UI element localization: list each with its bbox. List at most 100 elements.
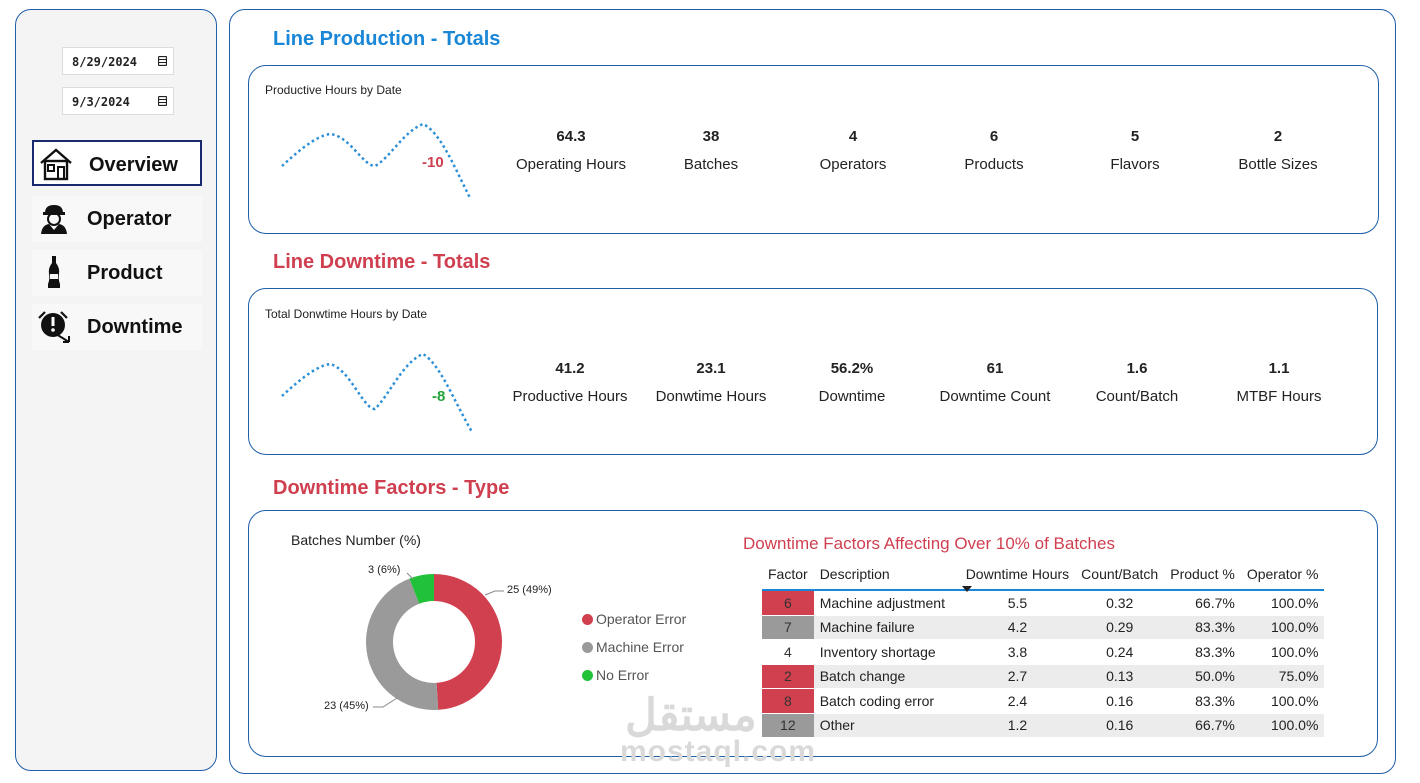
kpi-value: 5 xyxy=(1130,128,1140,145)
donut-slice-machine-error[interactable] xyxy=(365,578,439,710)
factors-card: Batches Number (%) 25 (49%) 23 (45%) 3 (… xyxy=(248,510,1378,757)
production-card: Productive Hours by Date -10 64.3 Operat… xyxy=(248,65,1379,234)
cell-factor: 12 xyxy=(762,713,814,738)
bottle-icon xyxy=(48,256,60,288)
legend-dot xyxy=(582,642,593,653)
kpi-value: 61 xyxy=(986,360,1004,377)
cell-factor: 4 xyxy=(762,639,814,664)
col-product-percent[interactable]: Product % xyxy=(1170,566,1235,582)
cell-product: 66.7% xyxy=(1195,594,1235,611)
main-panel: Line Production - Totals Productive Hour… xyxy=(229,9,1396,774)
kpi-flavors: 5 Flavors xyxy=(1060,128,1210,173)
cell-description: Machine adjustment xyxy=(819,594,945,611)
col-downtime-hours-label: Downtime Hours xyxy=(965,566,1070,582)
cell-count: 0.16 xyxy=(1106,692,1134,709)
col-factor[interactable]: Factor xyxy=(768,566,808,582)
kpi-value: 1.6 xyxy=(1126,360,1148,377)
kpi-downtime-count: 61 Downtime Count xyxy=(920,360,1070,405)
factors-table-title: Downtime Factors Affecting Over 10% of B… xyxy=(743,534,1115,553)
cell-factor: 6 xyxy=(762,590,814,615)
legend-label: Machine Error xyxy=(596,639,684,655)
batches-donut-chart[interactable] xyxy=(359,567,509,717)
kpi-value: 6 xyxy=(989,128,999,145)
table-row[interactable]: 7 Machine failure 4.2 0.29 83.3% 100.0% xyxy=(762,615,1325,640)
cell-description: Batch change xyxy=(813,664,960,689)
legend-operator-error[interactable]: Operator Error xyxy=(582,611,686,627)
kpi-value: 23.1 xyxy=(696,360,726,377)
nav-product-label: Product xyxy=(87,262,163,284)
kpi-operating-hours: 64.3 Operating Hours xyxy=(496,128,646,173)
calendar-icon[interactable] xyxy=(158,56,167,66)
kpi-products: 6 Products xyxy=(919,128,1069,173)
kpi-label: Batches xyxy=(683,156,739,173)
table-row[interactable]: 4 Inventory shortage 3.8 0.24 83.3% 100.… xyxy=(762,639,1325,664)
donut-label-noerror: 3 (6%) xyxy=(368,564,401,576)
donut-slice-no-error[interactable] xyxy=(409,574,434,604)
cell-operator: 75.0% xyxy=(1240,664,1325,689)
col-count-batch[interactable]: Count/Batch xyxy=(1081,566,1159,582)
downtime-card: Total Donwtime Hours by Date -8 41.2 Pro… xyxy=(248,288,1378,455)
kpi-label: Downtime xyxy=(818,388,886,405)
start-date-picker[interactable]: 8/29/2024 xyxy=(62,47,174,75)
nav-operator[interactable]: Operator xyxy=(32,196,202,242)
legend-label: Operator Error xyxy=(596,611,687,627)
downtime-sparkline[interactable] xyxy=(275,344,475,434)
cell-hours: 5.5 xyxy=(1007,594,1028,611)
cell-factor: 8 xyxy=(762,688,814,713)
cell-product: 50.0% xyxy=(1164,664,1241,689)
donut-slice-operator-error[interactable] xyxy=(434,574,503,710)
col-downtime-hours[interactable]: Downtime Hours xyxy=(960,559,1075,592)
table-row[interactable]: 2 Batch change 2.7 0.13 50.0% 75.0% xyxy=(762,664,1325,689)
table-row[interactable]: 8 Batch coding error 2.4 0.16 83.3% 100.… xyxy=(762,688,1325,713)
cell-hours: 2.7 xyxy=(959,664,1076,689)
nav-overview-label: Overview xyxy=(89,154,178,176)
kpi-label: Products xyxy=(964,156,1024,173)
table-row[interactable]: 6 Machine adjustment 5.5 0.32 66.7% 100.… xyxy=(762,590,1325,615)
cell-product: 66.7% xyxy=(1164,713,1241,738)
cell-description: Inventory shortage xyxy=(819,643,936,660)
downtime-clock-icon xyxy=(38,311,70,343)
kpi-operators: 4 Operators xyxy=(778,128,928,173)
kpi-label: Count/Batch xyxy=(1095,388,1179,405)
kpi-value: 56.2% xyxy=(830,360,874,377)
calendar-icon[interactable] xyxy=(158,96,167,106)
cell-description: Batch coding error xyxy=(819,692,935,709)
nav-downtime[interactable]: Downtime xyxy=(32,304,202,350)
legend-dot xyxy=(582,670,593,681)
col-operator-percent[interactable]: Operator % xyxy=(1246,566,1319,582)
cell-operator: 100.0% xyxy=(1240,615,1325,640)
legend-no-error[interactable]: No Error xyxy=(582,667,649,683)
donut-label-operator: 25 (49%) xyxy=(507,584,552,596)
kpi-downtime-percent: 56.2% Downtime xyxy=(777,360,927,405)
cell-description: Other xyxy=(813,713,960,738)
downtime-section-title: Line Downtime - Totals xyxy=(273,251,491,273)
col-description[interactable]: Description xyxy=(819,566,890,582)
cell-count: 0.29 xyxy=(1075,615,1165,640)
kpi-value: 1.1 xyxy=(1268,360,1290,377)
legend-machine-error[interactable]: Machine Error xyxy=(582,639,684,655)
cell-operator: 100.0% xyxy=(1270,594,1319,611)
kpi-label: Downtime Count xyxy=(939,388,1051,405)
cell-product: 83.3% xyxy=(1195,692,1235,709)
production-sparkline[interactable] xyxy=(275,114,475,204)
donut-leader-lines xyxy=(373,572,504,708)
cell-product: 83.3% xyxy=(1164,615,1241,640)
table-row[interactable]: 12 Other 1.2 0.16 66.7% 100.0% xyxy=(762,713,1325,738)
nav-product[interactable]: Product xyxy=(32,250,202,296)
production-spark-delta: -10 xyxy=(422,154,444,171)
cell-hours: 4.2 xyxy=(959,615,1076,640)
house-icon xyxy=(40,148,72,181)
watermark: mostaql.com xyxy=(620,735,817,768)
production-section-title: Line Production - Totals xyxy=(273,28,501,50)
downtime-spark-delta: -8 xyxy=(432,388,446,405)
kpi-label: MTBF Hours xyxy=(1236,388,1322,405)
cell-hours: 3.8 xyxy=(1007,643,1028,660)
nav-overview[interactable]: Overview xyxy=(32,140,202,186)
end-date-picker[interactable]: 9/3/2024 xyxy=(62,87,174,115)
cell-hours: 2.4 xyxy=(1007,692,1028,709)
kpi-value: 41.2 xyxy=(555,360,585,377)
watermark-arabic: مستقل xyxy=(625,691,757,740)
cell-description: Machine failure xyxy=(813,615,960,640)
cell-factor: 2 xyxy=(762,664,814,689)
kpi-count-per-batch: 1.6 Count/Batch xyxy=(1062,360,1212,405)
